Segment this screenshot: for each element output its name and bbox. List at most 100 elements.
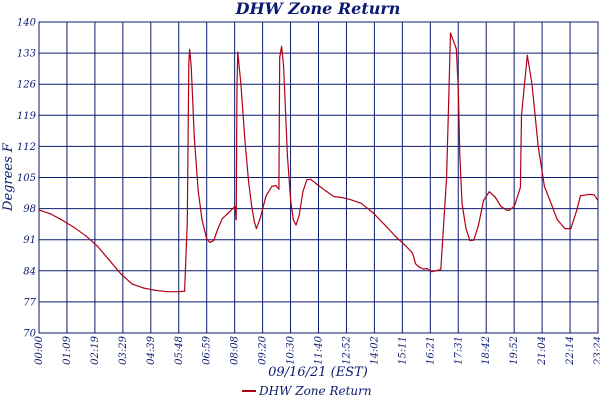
data-point bbox=[418, 266, 420, 268]
x-tick-label: 14:02 bbox=[369, 336, 380, 365]
data-point bbox=[579, 195, 582, 197]
data-point bbox=[526, 54, 528, 56]
data-point bbox=[431, 271, 433, 273]
data-point bbox=[333, 196, 335, 198]
data-point bbox=[341, 196, 343, 199]
data-point bbox=[197, 190, 199, 192]
data-point bbox=[143, 287, 145, 289]
y-tick-label: 70 bbox=[23, 329, 36, 340]
x-tick-label: 19:52 bbox=[509, 336, 520, 365]
data-point bbox=[279, 56, 281, 59]
data-point bbox=[395, 236, 397, 238]
data-point bbox=[383, 224, 386, 226]
data-point bbox=[505, 209, 507, 211]
y-tick-label: 133 bbox=[17, 49, 36, 60]
x-tick-label: 16:21 bbox=[425, 336, 436, 365]
x-tick-label: 00:00 bbox=[34, 335, 45, 364]
x-tick-label: 23:24 bbox=[593, 336, 600, 366]
x-tick-label: 21:04 bbox=[537, 336, 548, 366]
x-tick-label: 03:29 bbox=[118, 335, 129, 364]
data-point bbox=[360, 202, 362, 204]
data-point bbox=[248, 181, 250, 183]
data-point bbox=[38, 209, 40, 211]
data-point bbox=[213, 240, 215, 242]
data-point bbox=[221, 218, 223, 220]
data-point bbox=[166, 291, 168, 293]
x-tick-label: 06:59 bbox=[202, 335, 213, 364]
data-point bbox=[295, 224, 297, 226]
data-point bbox=[73, 226, 75, 228]
series-layer bbox=[38, 32, 599, 293]
data-point bbox=[286, 154, 288, 156]
data-point bbox=[372, 212, 374, 214]
data-point bbox=[426, 268, 428, 270]
data-point bbox=[435, 270, 437, 272]
x-tick-label: 17:31 bbox=[453, 336, 464, 365]
x-tick-label: 08:08 bbox=[230, 336, 241, 365]
data-point bbox=[469, 240, 471, 242]
data-point bbox=[494, 196, 496, 198]
y-tick-label: 98 bbox=[23, 204, 36, 215]
data-point bbox=[290, 199, 292, 201]
data-point bbox=[465, 228, 467, 230]
x-tick-label: 02:19 bbox=[90, 335, 101, 364]
data-point bbox=[564, 228, 566, 230]
data-point bbox=[209, 241, 211, 243]
data-point bbox=[519, 186, 522, 188]
x-tick-label: 15:11 bbox=[397, 336, 408, 365]
data-point bbox=[201, 219, 203, 221]
data-point bbox=[473, 239, 475, 241]
data-point bbox=[235, 219, 237, 221]
y-tick-label: 91 bbox=[23, 235, 36, 246]
data-point bbox=[184, 290, 186, 292]
data-point bbox=[449, 32, 452, 34]
data-point bbox=[543, 185, 546, 187]
y-tick-label: 119 bbox=[17, 111, 37, 122]
data-point bbox=[459, 154, 461, 156]
data-point bbox=[317, 184, 320, 187]
data-point bbox=[597, 200, 599, 202]
data-point bbox=[440, 268, 442, 271]
legend-label: DHW Zone Return bbox=[258, 384, 372, 398]
data-point bbox=[271, 185, 273, 187]
data-point bbox=[513, 205, 516, 207]
data-point bbox=[251, 205, 253, 207]
data-point bbox=[50, 213, 52, 215]
data-point bbox=[508, 209, 510, 211]
data-point bbox=[550, 203, 553, 205]
data-point bbox=[119, 272, 122, 275]
data-point bbox=[61, 219, 63, 221]
data-point bbox=[281, 45, 283, 48]
data-point bbox=[283, 65, 285, 67]
x-tick-label: 11:40 bbox=[314, 335, 325, 364]
data-point bbox=[310, 178, 312, 180]
data-point bbox=[413, 257, 415, 259]
data-point bbox=[302, 190, 304, 192]
x-tick-label: 22:14 bbox=[565, 336, 576, 366]
y-axis-label: Degrees F bbox=[1, 142, 16, 212]
legend: DHW Zone Return bbox=[242, 384, 372, 398]
data-point bbox=[457, 88, 459, 90]
data-point bbox=[405, 245, 407, 247]
data-point bbox=[446, 176, 448, 179]
data-point bbox=[414, 263, 417, 265]
data-point bbox=[259, 217, 261, 219]
y-tick-label: 140 bbox=[17, 18, 37, 29]
y-tick-label: 105 bbox=[17, 173, 36, 184]
data-point bbox=[461, 203, 463, 205]
x-tick-label: 01:09 bbox=[62, 335, 73, 364]
data-point bbox=[298, 215, 300, 217]
x-tick-label: 10:30 bbox=[286, 335, 297, 364]
data-point bbox=[349, 198, 351, 200]
data-point bbox=[275, 184, 277, 187]
y-tick-label: 84 bbox=[23, 266, 36, 277]
data-point bbox=[325, 190, 327, 192]
data-point bbox=[96, 245, 98, 247]
data-point bbox=[422, 268, 424, 270]
y-tick-label: 77 bbox=[23, 297, 36, 308]
x-tick-label: 12:52 bbox=[341, 336, 352, 365]
data-point bbox=[292, 219, 294, 221]
data-point bbox=[240, 83, 242, 85]
data-point bbox=[588, 193, 591, 195]
